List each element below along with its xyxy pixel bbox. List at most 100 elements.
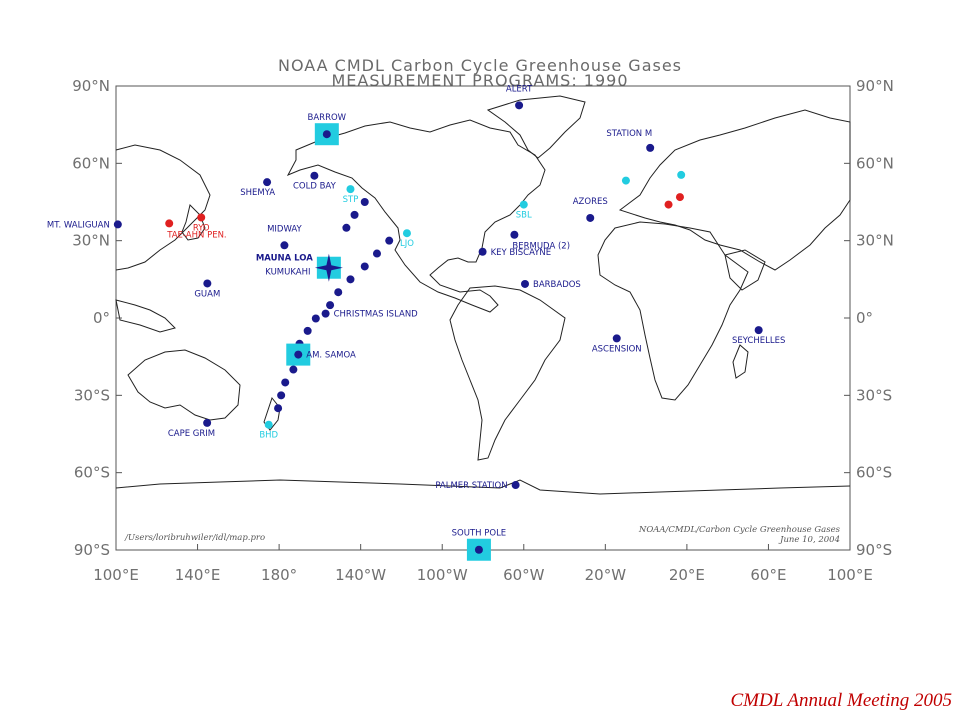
lat-label-right: 60°S [856, 464, 892, 482]
site-label: AM. SAMOA [306, 351, 356, 361]
site-label: SEYCHELLES [732, 336, 785, 346]
lon-label: 100°W [417, 566, 468, 584]
site-dot[interactable] [677, 170, 686, 179]
site-dot[interactable] [675, 193, 684, 202]
map-title-line1: NOAA CMDL Carbon Cycle Greenhouse Gases [277, 56, 683, 75]
site-label: SBL [516, 211, 532, 221]
site-dot[interactable] [203, 279, 212, 288]
longitude-labels: 100°E 140°E 180° 140°W 100°W 60°W 20°W 20°E 60°E… [93, 544, 873, 584]
site-dot[interactable] [294, 350, 303, 359]
latitude-labels-right: 90°N 60°N 30°N 0° 30°S 60°S 90°S [844, 77, 894, 559]
greenland-coast [486, 95, 586, 159]
site-label: GUAM [194, 289, 220, 299]
site-label: BARBADOS [533, 280, 581, 290]
site-dot[interactable] [346, 185, 355, 194]
south-america-coast [449, 285, 566, 461]
site-dot[interactable] [263, 178, 272, 187]
lon-label: 60°W [503, 566, 545, 584]
site-dot[interactable] [203, 418, 212, 427]
site-dot[interactable] [197, 213, 206, 222]
site-label: MAUNA LOA [256, 254, 313, 264]
lat-label-left: 60°S [74, 464, 110, 482]
site-dot[interactable] [510, 230, 519, 239]
lat-label-right: 30°S [856, 386, 892, 404]
site-dot[interactable] [519, 200, 528, 209]
ship-track-point [350, 210, 359, 219]
credit-line1: NOAA/CMDL/Carbon Cycle Greenhouse Gases [638, 525, 841, 535]
lon-label: 140°W [335, 566, 386, 584]
site-dot[interactable] [474, 545, 483, 554]
lon-label: 100°E [93, 566, 139, 584]
site-dot[interactable] [754, 326, 763, 335]
map-title-line2: MEASUREMENT PROGRAMS: 1990 [331, 71, 629, 90]
lat-label-right: 30°N [856, 232, 894, 250]
site-dot[interactable] [646, 143, 655, 152]
site-label: KUMUKAHI [265, 268, 310, 278]
site-dot[interactable] [664, 200, 673, 209]
site-dot[interactable] [321, 309, 330, 318]
latitude-labels-left: 90°N 60°N 30°N 0° 30°S 60°S 90°S [72, 77, 122, 559]
site-dot[interactable] [165, 219, 174, 228]
site-dot[interactable] [521, 279, 530, 288]
footer-caption: CMDL Annual Meeting 2005 [730, 690, 953, 711]
site-dot[interactable] [478, 247, 487, 256]
antarctica-coast [115, 479, 851, 495]
site-label: MT. WALIGUAN [47, 220, 110, 230]
lon-label: 180° [261, 566, 297, 584]
site-label: COLD BAY [293, 182, 337, 192]
site-label: PALMER STATION [435, 481, 507, 491]
site-dot[interactable] [113, 220, 122, 229]
lat-label-right: 90°N [856, 77, 894, 95]
ship-track-point [385, 236, 394, 245]
site-dot[interactable] [511, 481, 520, 490]
site-dot[interactable] [612, 334, 621, 343]
lat-label-left: 60°N [72, 154, 110, 172]
lon-label: 140°E [175, 566, 221, 584]
ship-track-point [326, 301, 335, 310]
mauna-loa-star-icon[interactable] [314, 253, 343, 282]
ship-track-point [372, 249, 381, 258]
credit-line2: June 10, 2004 [778, 535, 840, 545]
eurasia-coast [618, 109, 851, 271]
site-label: LJO [400, 239, 414, 249]
site-label: SOUTH POLE [452, 529, 507, 539]
site-dot[interactable] [322, 130, 331, 139]
ship-track-point [346, 275, 355, 284]
measurement-sites: BARROW ALERT STATION M SHEMYA COLD BAY STP SBL… [47, 84, 785, 561]
site-dot[interactable] [310, 171, 319, 180]
site-dot[interactable] [264, 420, 273, 429]
lat-label-right: 90°S [856, 541, 892, 559]
site-label: ASCENSION [592, 344, 642, 354]
site-label: RYO [193, 223, 210, 233]
site-label: BARROW [308, 113, 347, 123]
site-dot[interactable] [621, 176, 630, 185]
site-label: STATION M [606, 129, 652, 139]
ship-track-point [360, 262, 369, 271]
ship-track-point [311, 314, 320, 323]
madagascar-coast [732, 344, 749, 379]
site-label: BERMUDA (2) [512, 242, 570, 252]
ship-track-point [303, 326, 312, 335]
site-label: KEY BISCAYNE [491, 248, 552, 258]
lat-label-left: 90°N [72, 77, 110, 95]
site-label: BHD [259, 431, 278, 441]
lat-label-left: 30°N [72, 232, 110, 250]
lon-label: 60°E [750, 566, 786, 584]
lon-label: 20°E [669, 566, 705, 584]
lon-label: 20°W [585, 566, 627, 584]
site-dot[interactable] [586, 213, 595, 222]
site-label: MIDWAY [267, 224, 302, 234]
site-dot[interactable] [402, 229, 411, 238]
ship-track-point [360, 198, 369, 206]
lat-label-left: 90°S [74, 541, 110, 559]
ship-track-point [277, 391, 286, 400]
north-america-coast [286, 119, 546, 313]
ship-track-point [342, 223, 351, 232]
site-dot[interactable] [280, 241, 289, 250]
site-dot[interactable] [515, 101, 524, 110]
lon-label: 100°E [827, 566, 873, 584]
lat-label-left: 0° [93, 309, 110, 327]
ship-track-point [281, 378, 290, 387]
